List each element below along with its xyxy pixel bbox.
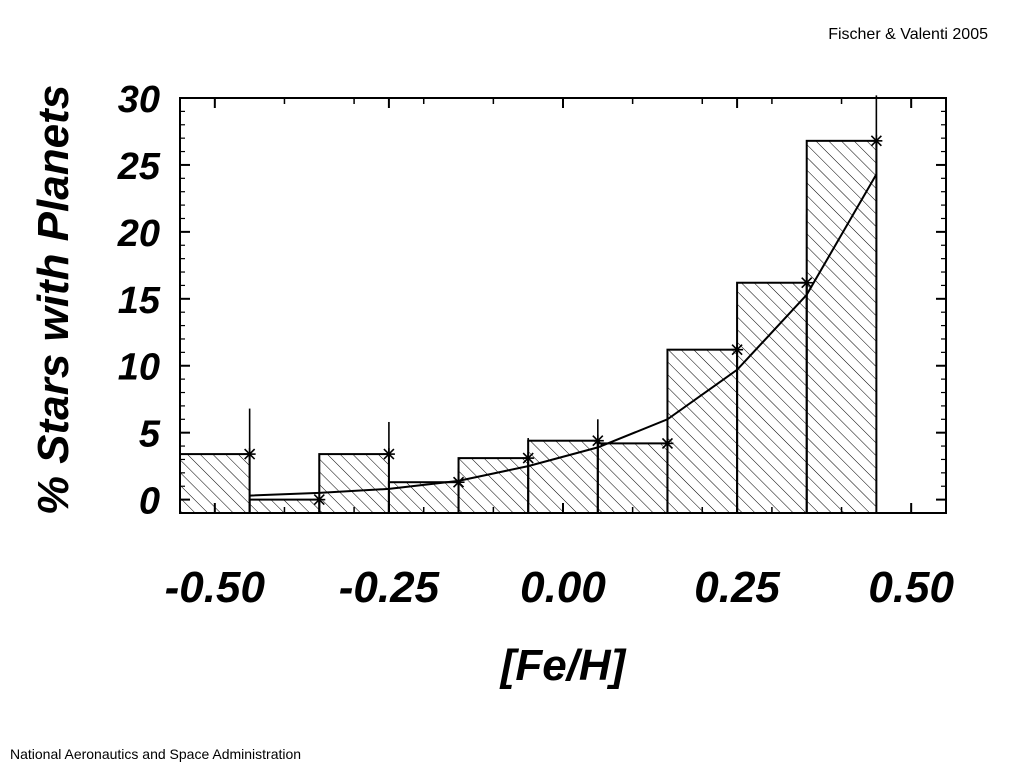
x-tick-label: -0.50 [165,563,266,612]
y-tick-label: 10 [118,347,160,389]
data-point-marker [243,448,256,461]
data-point-marker [452,476,465,489]
x-tick-label: 0.00 [520,563,606,612]
histogram-bar [527,439,599,515]
histogram-bar [596,442,669,514]
credit-top: Fischer & Valenti 2005 [828,26,988,43]
x-tick-label: 0.25 [694,563,780,612]
x-tick-label: 0.50 [868,563,954,612]
x-tick-label: -0.25 [339,563,440,612]
histogram-bar [457,457,530,515]
histogram-bar [805,139,878,514]
data-point-marker [522,452,535,465]
histogram-bar [318,453,390,514]
y-tick-label: 20 [117,213,160,255]
fit-curve [249,173,878,497]
y-tick-label: 30 [118,79,160,121]
data-point-marker [591,434,604,447]
data-point-marker [313,493,326,506]
data-point-marker [800,276,813,289]
histogram-bar [736,281,808,515]
data-point-marker [731,343,744,356]
histogram-bar [666,348,739,515]
y-tick-label: 15 [118,280,161,322]
y-axis-label: % Stars with Planets [29,85,78,515]
data-point-marker [870,134,883,147]
y-tick-label: 5 [139,414,161,456]
x-axis-label: [Fe/H] [499,641,627,690]
credit-bottom: National Aeronautics and Space Administr… [10,746,302,762]
data-point-marker [382,448,395,461]
fit-layer [249,173,878,497]
data-point-marker [661,437,674,450]
tick-labels-layer: -0.50 -0.25 0.00 0.25 0.50 0 5 10 15 20 25 30 [117,79,955,612]
y-tick-label: 25 [117,146,161,188]
ticks-layer [180,97,946,513]
y-tick-label: 0 [139,481,160,523]
error-bars-layer [243,95,883,506]
